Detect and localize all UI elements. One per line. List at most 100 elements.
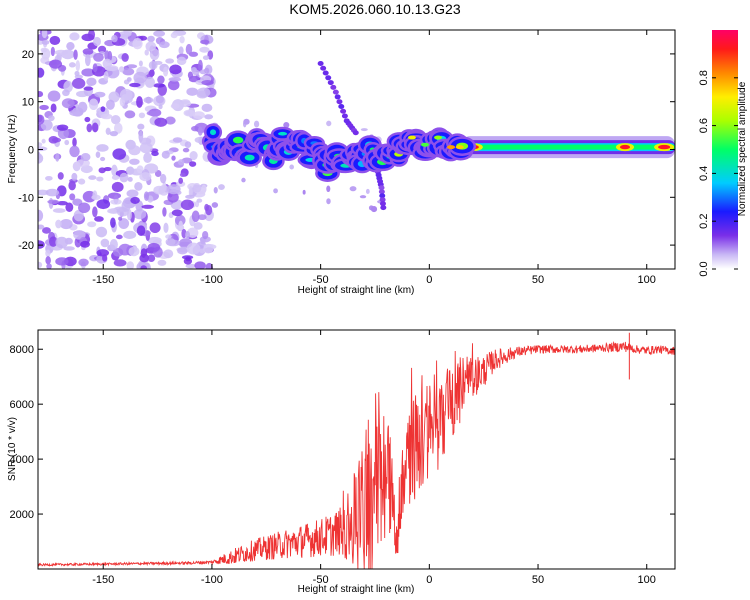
spectrogram-xtick-label: 0 <box>426 274 432 286</box>
noise-blob <box>88 98 99 111</box>
band-peak <box>619 144 630 150</box>
noise-blob <box>117 31 132 38</box>
noise-blob <box>76 159 90 168</box>
spectrogram-ytick-label: 10 <box>22 97 34 109</box>
spectrogram-ytick-label: 0 <box>28 145 34 157</box>
noise-blob <box>61 98 75 109</box>
noise-blob <box>126 189 139 198</box>
noise-blob <box>138 60 143 67</box>
lower-tail-blob <box>379 201 386 207</box>
track-hotspot <box>407 135 416 140</box>
noise-blob <box>143 97 154 104</box>
noise-blob <box>162 181 167 193</box>
noise-blob <box>56 201 68 206</box>
noise-speckle <box>326 120 332 127</box>
upper-branch-blob <box>327 80 334 86</box>
noise-blob <box>163 66 169 77</box>
noise-blob <box>55 219 62 229</box>
noise-blob <box>96 199 111 210</box>
noise-blob <box>54 49 68 56</box>
noise-speckle <box>213 186 218 194</box>
noise-blob <box>197 126 203 136</box>
noise-blob <box>205 262 213 269</box>
noise-blob <box>57 172 64 180</box>
noise-blob <box>179 35 185 44</box>
noise-blob <box>163 222 169 234</box>
track-hotspot <box>420 142 429 147</box>
noise-speckle <box>241 177 246 183</box>
spectrogram-xtick-label: 50 <box>532 274 544 286</box>
noise-blob <box>109 130 119 137</box>
noise-blob <box>177 159 185 166</box>
noise-blob <box>45 175 53 181</box>
noise-blob <box>46 263 52 269</box>
noise-blob <box>96 176 104 182</box>
noise-blob <box>200 39 210 45</box>
noise-blob <box>103 71 109 82</box>
noise-blob <box>162 207 167 217</box>
noise-blob <box>49 35 61 45</box>
lower-tail-blob <box>379 197 386 203</box>
noise-blob <box>38 240 45 249</box>
noise-blob <box>187 71 194 79</box>
noise-blob <box>133 71 147 84</box>
noise-blob <box>97 45 107 54</box>
noise-blob <box>153 83 165 88</box>
noise-blob <box>139 142 153 154</box>
noise-blob <box>92 190 98 200</box>
noise-blob <box>185 263 197 269</box>
noise-blob <box>191 69 200 76</box>
noise-blob <box>73 49 78 60</box>
noise-blob <box>163 249 174 259</box>
noise-blob <box>143 152 152 164</box>
noise-blob <box>102 58 113 69</box>
colorbar-label: Normalized spectral amplitude <box>737 81 748 216</box>
noise-blob <box>159 41 170 49</box>
noise-blob <box>199 46 210 53</box>
noise-blob <box>63 246 75 251</box>
noise-blob <box>50 46 55 57</box>
noise-blob <box>170 32 178 39</box>
noise-blob <box>201 79 214 86</box>
noise-blob <box>55 257 69 266</box>
noise-blob <box>38 114 45 125</box>
noise-blob <box>41 30 48 39</box>
snr-line <box>38 341 675 569</box>
upper-branch-blob <box>340 108 347 114</box>
track-hotspot <box>447 145 456 150</box>
noise-blob <box>50 103 57 113</box>
colorbar-ticks: 0.0 0.2 0.4 0.6 0.8 <box>698 70 738 277</box>
noise-blob <box>55 236 69 249</box>
upper-branch-blob <box>330 84 337 90</box>
noise-blob <box>81 68 95 77</box>
noise-speckle <box>370 205 378 213</box>
spectrogram-xtick-label: -50 <box>313 274 329 286</box>
noise-blob <box>140 265 147 269</box>
noise-blob <box>126 209 132 221</box>
snr-xtick-label: 50 <box>532 574 544 586</box>
noise-blob <box>196 198 203 203</box>
noise-blob <box>199 69 207 75</box>
noise-blob <box>93 36 101 47</box>
noise-blob <box>130 196 140 204</box>
noise-blob <box>154 117 168 127</box>
noise-blob <box>104 50 110 61</box>
noise-blob <box>64 139 70 146</box>
noise-blob <box>80 165 93 174</box>
noise-blob <box>96 144 109 152</box>
noise-blob <box>185 256 191 262</box>
noise-blob <box>138 112 146 119</box>
noise-blob <box>204 114 214 120</box>
noise-blob <box>145 41 157 52</box>
noise-blob <box>179 100 192 108</box>
noise-blob <box>202 55 210 61</box>
noise-blob <box>178 177 184 184</box>
noise-blob <box>119 88 133 101</box>
noise-blob <box>111 34 118 43</box>
snr-ytick-label: 4000 <box>10 454 34 466</box>
noise-blob <box>139 172 152 182</box>
colorbar-tick-label: 0.4 <box>698 166 710 181</box>
noise-speckle <box>253 120 260 128</box>
noise-blob <box>149 222 161 234</box>
